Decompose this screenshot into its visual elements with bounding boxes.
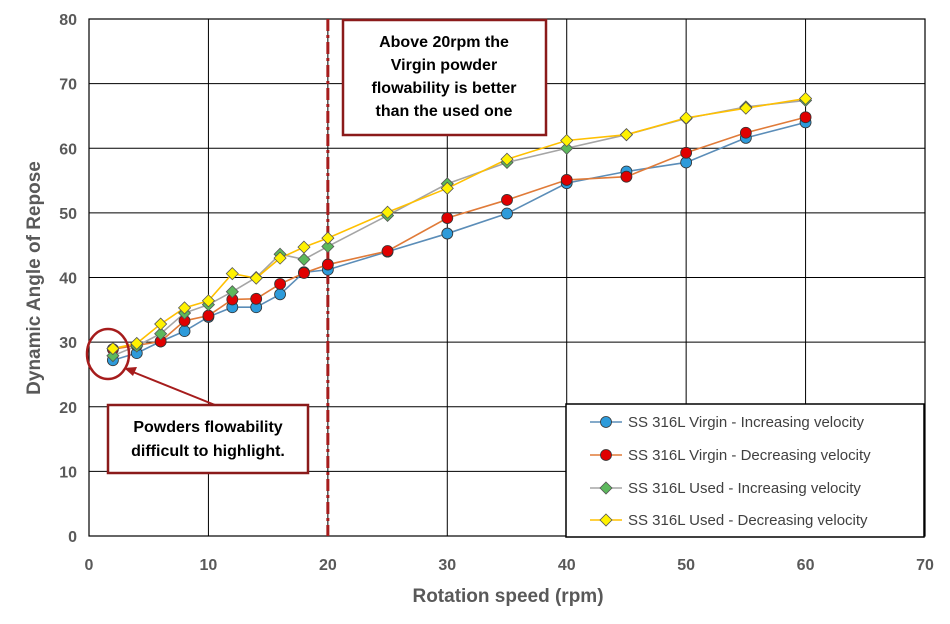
data-point-s0-11 [441,227,454,240]
annotation-above-20rpm-line-2: Virgin powder [391,57,497,74]
data-point-s3-2 [154,317,168,331]
data-point-s0-12 [501,207,513,220]
data-point-s3-11 [440,181,454,195]
data-point-s1-17 [799,111,812,124]
data-point-s3-1 [130,336,144,350]
data-point-s3-16 [739,101,753,115]
legend-box [565,403,925,538]
data-point-s1-15 [680,146,693,159]
data-point-s1-10 [381,245,394,257]
data-point-s1-8 [298,267,310,279]
y-tick-label-5: 50 [59,206,77,223]
data-point-s0-3 [178,325,191,338]
legend-marker-0 [600,416,612,428]
data-point-s2-5 [225,285,239,299]
x-tick-label-6: 60 [797,557,815,574]
annotation-above-20rpm-line-4: than the used one [376,103,513,120]
y-tick-label-0: 0 [68,529,77,546]
data-point-s3-9 [321,231,335,245]
data-point-s1-4 [202,309,215,322]
legend-marker-2 [599,481,613,495]
x-tick-label-4: 40 [558,557,576,574]
data-point-s3-6 [249,271,263,285]
data-point-s3-13 [560,133,574,148]
annotation-highlight-circle [85,327,131,381]
annotation-powders-flowability: Powders flowability difficult to highlig… [85,327,310,475]
data-point-s3-14 [619,128,633,142]
data-point-s3-15 [679,111,693,125]
legend-marker-3 [599,513,613,527]
x-tick-label-0: 0 [85,557,94,574]
data-point-s1-6 [250,292,263,305]
legend-swatches [590,416,622,527]
tick-labels: 0 10 20 30 40 50 60 70 80 0 10 20 30 40 50 60 70 [59,12,934,574]
data-point-s1-9 [321,258,334,271]
data-point-s1-12 [501,194,513,206]
legend-label-3: SS 316L Used - Decreasing velocity [628,512,868,529]
data-point-s2-0 [106,349,120,363]
y-tick-label-1: 10 [59,464,77,481]
data-point-s1-14 [620,170,633,183]
annotation-above-20rpm: Above 20rpm the Virgin powder flowabilit… [341,18,548,137]
data-point-s2-9 [321,239,335,254]
data-point-s3-12 [500,152,514,166]
annotation-arrow-line [127,369,216,406]
data-point-s3-4 [201,294,215,308]
y-axis-title: Dynamic Angle of Repose [24,161,45,395]
data-point-s1-11 [441,212,454,224]
x-tick-label-2: 20 [319,557,337,574]
annotation-arrow-head [124,367,137,376]
data-point-s0-7 [274,288,286,301]
data-point-s3-3 [177,301,192,315]
x-tick-label-1: 10 [200,557,218,574]
y-tick-label-6: 60 [59,141,77,158]
data-point-s1-16 [739,126,752,139]
legend-label-1: SS 316L Virgin - Decreasing velocity [628,447,871,464]
x-axis-title: Rotation speed (rpm) [412,586,603,607]
legend-label-2: SS 316L Used - Increasing velocity [628,480,861,497]
legend-label-0: SS 316L Virgin - Increasing velocity [628,414,864,431]
data-point-s3-0 [106,342,120,356]
legend-marker-1 [600,449,612,461]
y-tick-label-3: 30 [59,335,77,352]
y-tick-label-7: 70 [59,77,77,94]
y-tick-label-4: 40 [59,271,77,288]
series-layer [106,91,813,367]
annotation-powders-line-1: Powders flowability [133,419,282,436]
x-tick-label-7: 70 [916,557,934,574]
x-tick-label-3: 30 [438,557,456,574]
y-tick-label-2: 20 [59,400,77,417]
x-tick-label-5: 50 [677,557,695,574]
data-point-s3-17 [799,91,813,106]
data-point-s3-10 [381,205,395,219]
annotation-above-20rpm-line-3: flowability is better [372,80,517,97]
data-point-s1-13 [560,174,573,186]
annotation-above-20rpm-box [341,18,548,137]
data-point-s2-2 [154,327,168,341]
data-point-s2-13 [560,141,574,155]
data-point-s1-7 [274,278,286,290]
legend: SS 316L Virgin - Increasing velocity SS … [565,403,925,538]
data-point-s3-7 [273,251,287,265]
data-point-s3-5 [225,267,239,281]
annotation-powders-box [106,403,310,475]
annotation-above-20rpm-line-1: Above 20rpm the [379,34,509,51]
y-tick-label-8: 80 [59,12,77,29]
data-point-s3-8 [297,240,311,254]
data-point-s2-8 [297,252,311,266]
annotation-powders-line-2: difficult to highlight. [131,443,285,460]
